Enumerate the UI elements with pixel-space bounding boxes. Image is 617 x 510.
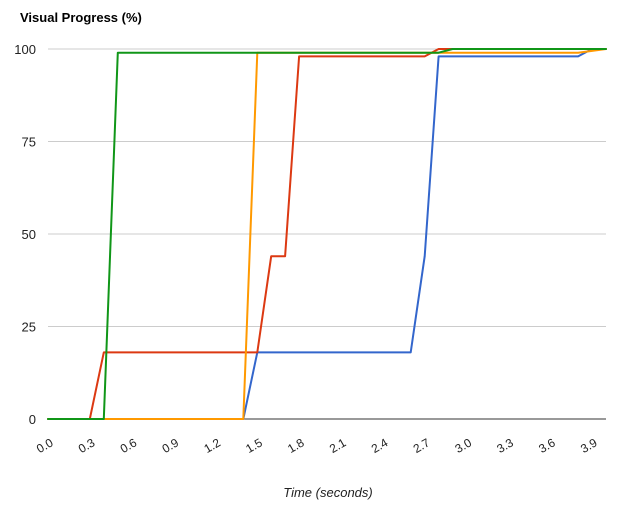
y-axis-ticks: 0 25 50 75 100 <box>14 42 36 427</box>
y-tick-label: 0 <box>29 412 36 427</box>
x-tick-label: 1.5 <box>243 435 265 456</box>
x-tick-label: 1.2 <box>201 435 223 456</box>
x-tick-label: 0.9 <box>160 435 182 456</box>
x-tick-label: 3.6 <box>536 435 558 456</box>
y-tick-label: 25 <box>22 320 36 335</box>
x-tick-label: 0.0 <box>34 435 56 456</box>
y-tick-label: 100 <box>14 42 36 57</box>
chart-title: Visual Progress (%) <box>20 10 142 25</box>
y-tick-label: 50 <box>22 227 36 242</box>
y-tick-label: 75 <box>22 135 36 150</box>
x-tick-label: 3.9 <box>578 435 600 456</box>
x-tick-label: 2.4 <box>369 435 391 456</box>
x-tick-label: 3.0 <box>453 435 475 456</box>
x-tick-label: 1.8 <box>285 435 307 456</box>
x-tick-label: 2.1 <box>327 435 349 456</box>
gridlines <box>48 48 606 420</box>
series-lines <box>47 48 607 420</box>
series-line-4 <box>47 48 607 420</box>
x-tick-label: 3.3 <box>494 435 516 456</box>
x-tick-label: 0.6 <box>118 435 140 456</box>
x-axis-ticks: 0.0 0.3 0.6 0.9 1.2 1.5 1.8 2.1 2.4 2.7 3.0 3.3 3.6 3… <box>34 435 600 456</box>
x-tick-label: 0.3 <box>76 435 98 456</box>
x-axis-label: Time (seconds) <box>283 485 372 500</box>
x-tick-label: 2.7 <box>411 435 433 456</box>
